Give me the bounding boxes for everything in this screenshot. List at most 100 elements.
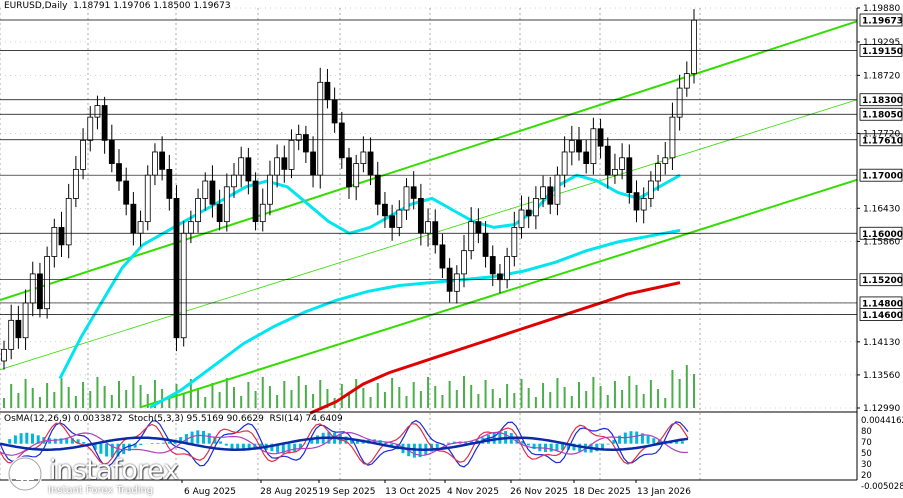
price-tick-label-15: 1.12990 — [863, 404, 900, 414]
volume-bar-74 — [534, 397, 537, 408]
volume-bar-86 — [621, 390, 624, 408]
volume-bar-22 — [161, 389, 164, 408]
osma-bar-43 — [247, 443, 251, 451]
osma-bar-113 — [646, 435, 650, 444]
price-tick-label-7: 1.16430 — [863, 204, 900, 214]
volume-bar-82 — [592, 377, 595, 408]
channel-upper-line — [0, 20, 858, 301]
osma-bar-17 — [99, 443, 103, 454]
osma-bar-33 — [190, 431, 194, 444]
osma-bar-50 — [287, 443, 291, 454]
osma-bar-105 — [601, 443, 604, 449]
candle-15 — [108, 124, 115, 173]
osma-bar-100 — [572, 443, 576, 451]
time-label-4: 4 Nov 2025 — [447, 487, 499, 497]
svg-text:1.18300: 1.18300 — [862, 96, 903, 106]
osma-bar-86 — [492, 432, 496, 444]
candle-53 — [382, 192, 388, 229]
candle-72 — [518, 195, 525, 239]
instaforex-logo-icon — [7, 456, 43, 492]
candle-27 — [195, 188, 201, 233]
osma-bar-91 — [521, 440, 525, 444]
osma-bar-48 — [276, 443, 280, 453]
price-tick-label-2: 1.18720 — [863, 71, 900, 81]
candle-16 — [116, 149, 122, 191]
volume-bar-76 — [549, 392, 552, 408]
osma-bar-36 — [207, 433, 211, 444]
volume-bar-53 — [383, 392, 386, 408]
volume-bar-5 — [38, 397, 41, 408]
volume-bar-81 — [585, 391, 588, 408]
candle-39 — [281, 145, 288, 183]
candle-13 — [94, 95, 101, 130]
candle-61 — [439, 233, 446, 278]
volume-bar-32 — [233, 387, 235, 408]
candle-25 — [180, 221, 187, 347]
volume-bar-9 — [67, 387, 70, 408]
volume-bar-96 — [693, 374, 695, 408]
osma-bar-14 — [82, 441, 86, 444]
candle-54 — [389, 204, 396, 241]
osma-bar-31 — [179, 437, 183, 444]
volume-bar-89 — [642, 394, 645, 408]
volume-bar-84 — [606, 395, 609, 408]
candle-5 — [37, 262, 43, 318]
osma-bar-23 — [133, 443, 137, 448]
osma-bar-104 — [595, 443, 599, 452]
candle-57 — [410, 171, 417, 210]
volume-bar-38 — [276, 395, 279, 408]
candle-93 — [669, 102, 676, 170]
volume-bar-69 — [498, 398, 501, 408]
ma-slow-line — [309, 281, 681, 415]
volume-bar-28 — [204, 397, 207, 408]
volume-bar-4 — [31, 388, 34, 408]
candle-91 — [655, 154, 661, 191]
volume-bar-36 — [261, 377, 264, 408]
volume-bar-8 — [60, 378, 63, 408]
volume-bar-63 — [455, 390, 458, 408]
osc-scale-label-2: 70 — [861, 438, 872, 448]
volume-bar-65 — [470, 385, 473, 408]
level-label-4: 1.17610 — [859, 133, 903, 146]
volume-bar-33 — [240, 396, 243, 408]
volume-bar-80 — [578, 382, 580, 408]
osma-bar-115 — [658, 439, 661, 444]
level-label-9: 1.14600 — [859, 308, 903, 321]
osma-bar-97 — [555, 443, 559, 451]
candle-30 — [216, 189, 223, 231]
volume-bar-92 — [664, 398, 667, 408]
osma-bar-27 — [156, 442, 160, 444]
osc-scale-label-4: 30 — [861, 460, 872, 470]
volume-bar-14 — [103, 386, 106, 408]
osma-bar-37 — [213, 437, 217, 444]
osma-bar-51 — [293, 443, 297, 452]
candle-48 — [346, 147, 352, 200]
osma-bar-1 — [8, 439, 12, 444]
volume-bar-75 — [542, 383, 545, 408]
volume-bar-47 — [340, 384, 343, 408]
svg-text:1.15200: 1.15200 — [862, 276, 903, 286]
candle-31 — [223, 173, 230, 232]
osc-scale-label-1: 80 — [861, 427, 872, 437]
candle-47 — [338, 111, 345, 169]
osma-bar-107 — [612, 439, 616, 444]
candle-64 — [461, 234, 467, 288]
volume-bar-17 — [125, 390, 128, 408]
volume-bar-6 — [46, 383, 49, 408]
volume-bar-50 — [362, 388, 365, 408]
volume-bar-60 — [434, 386, 437, 408]
volume-bar-51 — [369, 397, 372, 408]
osma-bar-108 — [618, 435, 622, 444]
osma-signal-line — [0, 436, 689, 451]
osma-bar-28 — [162, 442, 166, 444]
candle-22 — [159, 136, 166, 181]
volume-bar-71 — [513, 393, 516, 408]
osma-bar-40 — [230, 443, 234, 449]
volume-bar-59 — [427, 377, 430, 408]
price-tick-label-0: 1.19880 — [863, 4, 900, 14]
osma-bar-41 — [236, 443, 240, 451]
osma-bar-3 — [19, 433, 23, 444]
candle-92 — [662, 142, 669, 175]
